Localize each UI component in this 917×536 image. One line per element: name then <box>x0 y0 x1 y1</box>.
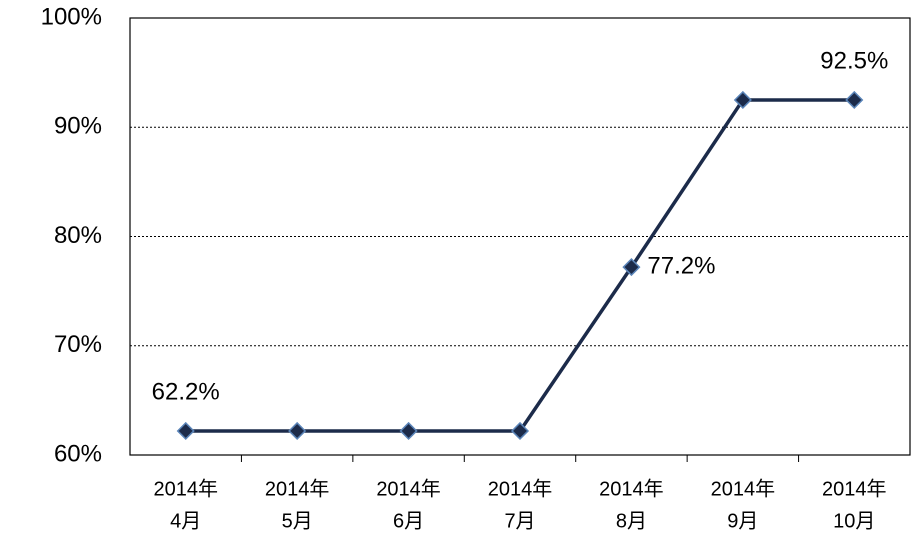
x-tick-label: 7月 <box>504 510 535 532</box>
x-tick-label: 9月 <box>727 510 758 532</box>
x-tick-label: 2014年 <box>599 477 664 500</box>
plot-border <box>129 17 911 456</box>
y-tick-label: 80% <box>54 222 102 249</box>
x-tick-label: 2014年 <box>711 477 776 500</box>
x-tick-label: 2014年 <box>822 477 887 500</box>
marker <box>510 421 530 441</box>
marker <box>622 258 641 277</box>
y-tick-label: 90% <box>54 113 102 140</box>
marker <box>288 421 307 441</box>
x-tick-label: 5月 <box>282 510 313 532</box>
data-label: 77.2% <box>647 252 715 279</box>
marker <box>399 421 418 441</box>
x-tick-label: 8月 <box>616 510 647 532</box>
data-label: 92.5% <box>820 47 888 74</box>
data-line <box>185 98 855 433</box>
y-tick-label: 70% <box>54 331 102 358</box>
y-tick-label: 100% <box>41 3 102 30</box>
marker <box>845 90 864 109</box>
marker <box>176 421 195 441</box>
x-tick-label: 4月 <box>170 510 201 532</box>
x-tick-label: 2014年 <box>153 477 218 500</box>
x-tick-label: 2014年 <box>488 477 553 500</box>
x-tick-label: 10月 <box>833 510 875 532</box>
x-tick-label: 2014年 <box>265 477 330 500</box>
marker <box>733 90 752 109</box>
x-tick-label: 6月 <box>393 510 424 532</box>
data-label: 62.2% <box>152 378 220 405</box>
y-tick-label: 60% <box>54 440 102 467</box>
x-tick-label: 2014年 <box>376 477 441 500</box>
